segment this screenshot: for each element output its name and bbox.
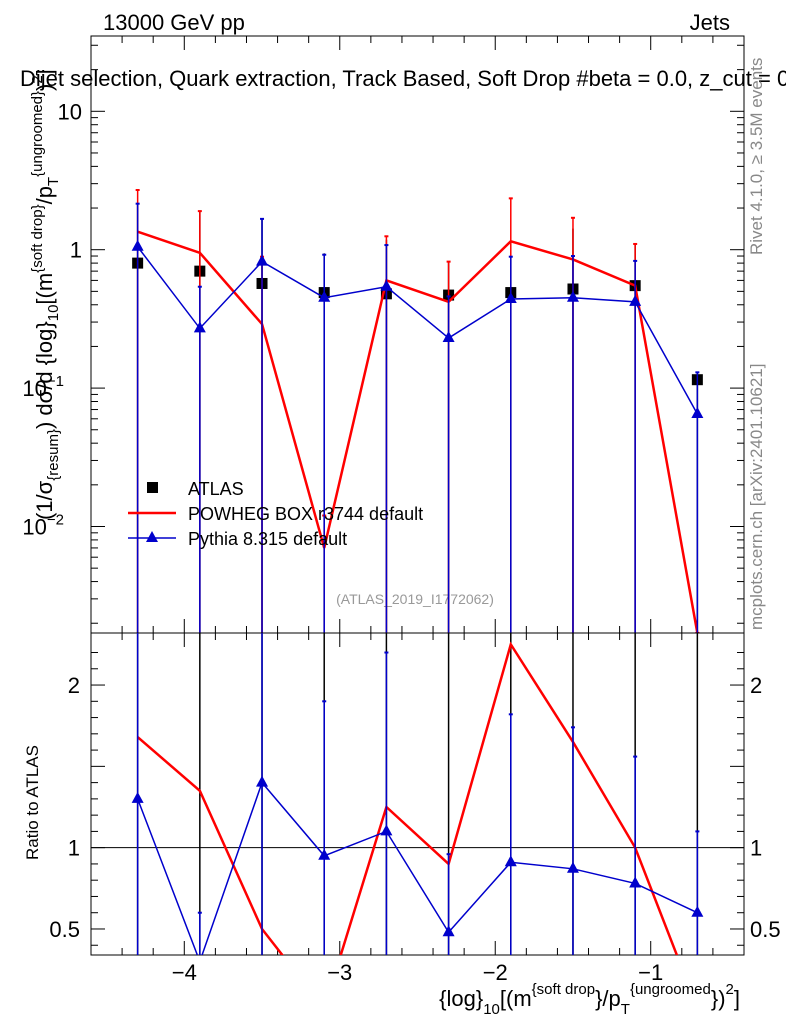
ratio-tick-label: 2 bbox=[750, 673, 762, 698]
category-label: Jets bbox=[690, 10, 730, 35]
ratio-tick-label: 2 bbox=[68, 673, 80, 698]
legend-label: Pythia 8.315 default bbox=[188, 529, 347, 549]
y-tick-label: 10−2 bbox=[22, 511, 64, 539]
ratio-tick-label: 0.5 bbox=[750, 917, 781, 942]
ratio-point bbox=[629, 876, 642, 888]
main-series-group bbox=[131, 188, 704, 633]
series-atlas bbox=[132, 205, 703, 633]
ratio-point bbox=[380, 824, 393, 836]
energy-label: 13000 GeV pp bbox=[103, 10, 245, 35]
y-tick-label: 1 bbox=[70, 238, 82, 263]
ratio-tick-label: 0.5 bbox=[49, 917, 80, 942]
selection-title: Dijet selection, Quark extraction, Track… bbox=[20, 66, 786, 91]
ratio-point bbox=[318, 848, 331, 860]
data-point bbox=[566, 290, 579, 302]
data-point bbox=[131, 239, 144, 251]
ratio-line bbox=[136, 781, 698, 955]
ratio-line bbox=[136, 641, 679, 955]
data-point bbox=[504, 292, 517, 304]
ratio-plot-area: −4 −3 −2 −1 0.5 0.5 1 1 2 2 bbox=[49, 632, 781, 985]
x-tick-label: −3 bbox=[327, 960, 352, 985]
series-line bbox=[137, 246, 699, 415]
data-point bbox=[629, 294, 642, 306]
x-tick-label: −1 bbox=[638, 960, 663, 985]
analysis-watermark: (ATLAS_2019_I1772062) bbox=[336, 591, 494, 607]
y-tick-label: 10 bbox=[58, 99, 82, 124]
series-line bbox=[137, 230, 699, 633]
y-tick-label: 10−1 bbox=[22, 373, 64, 401]
source-label: mcplots.cern.ch [arXiv:2401.10621] bbox=[747, 364, 766, 630]
legend-marker-square bbox=[147, 482, 158, 493]
ratio-point bbox=[691, 905, 704, 917]
ratio-series-pythia-8-315-default bbox=[131, 633, 704, 955]
series-pythia-8-315-default bbox=[131, 202, 704, 633]
legend: ATLAS POWHEG BOX r3744 default Pythia 8.31… bbox=[128, 479, 423, 549]
ratio-ylabel: Ratio to ATLAS bbox=[23, 745, 42, 860]
data-point bbox=[442, 331, 455, 343]
ratio-series-powheg-box-r3744-default bbox=[136, 641, 679, 955]
ratio-tick-label: 1 bbox=[68, 836, 80, 861]
ratio-tick-label: 1 bbox=[750, 836, 762, 861]
legend-label: POWHEG BOX r3744 default bbox=[188, 504, 423, 524]
data-point bbox=[380, 279, 393, 291]
rivet-label: Rivet 4.1.0, ≥ 3.5M events bbox=[747, 58, 766, 255]
data-point bbox=[193, 321, 206, 333]
data-point bbox=[691, 406, 704, 418]
ratio-point bbox=[566, 861, 579, 873]
x-tick-label: −2 bbox=[483, 960, 508, 985]
ratio-point bbox=[504, 855, 517, 867]
ratio-point bbox=[131, 791, 144, 803]
ratio-point bbox=[256, 775, 269, 787]
xlabel: {log}10[(m{soft drop}/pT{ungroomed})2] bbox=[439, 981, 740, 1018]
main-plot-area: 10 1 10−1 10−2 bbox=[22, 35, 745, 634]
ratio-point bbox=[199, 954, 201, 955]
main-ylabel: (1/σ{resum}) dσ/d {log}10[(m{soft drop}/… bbox=[29, 69, 62, 520]
data-point bbox=[318, 290, 331, 302]
legend-label: ATLAS bbox=[188, 479, 244, 499]
legend-marker-triangle bbox=[146, 531, 158, 542]
series-powheg-box-r3744-default bbox=[135, 188, 700, 633]
ratio-series-group bbox=[131, 633, 704, 955]
ratio-point bbox=[442, 925, 455, 937]
x-tick-label: −4 bbox=[172, 960, 197, 985]
data-point bbox=[256, 254, 269, 266]
ratio-frame bbox=[90, 632, 745, 956]
